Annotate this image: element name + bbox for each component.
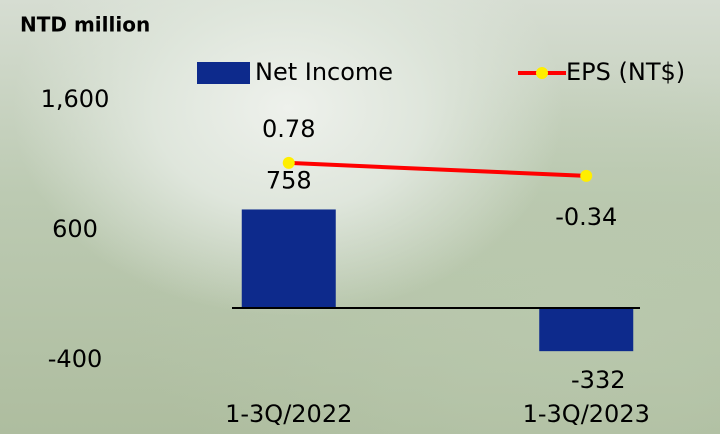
bar	[539, 308, 633, 351]
data-label: -332	[571, 366, 625, 394]
legend-swatch	[197, 62, 250, 84]
data-label: -0.34	[555, 203, 617, 231]
x-tick-label: 1-3Q/2023	[523, 400, 650, 428]
legend-label: EPS (NT$)	[566, 58, 685, 86]
y-axis-label: NTD million	[20, 13, 150, 37]
eps-marker	[580, 170, 592, 182]
legend-label: Net Income	[255, 58, 393, 86]
chart: NTD million 1,600 600 -400 Net Income EPS (N…	[0, 0, 720, 434]
eps-line	[289, 163, 587, 176]
data-label: 0.78	[262, 115, 315, 143]
data-label: 758	[266, 166, 312, 194]
legend-marker	[536, 67, 548, 79]
x-tick-label: 1-3Q/2022	[225, 400, 352, 428]
y-tick-label: 600	[52, 215, 98, 243]
y-tick-label: 1,600	[41, 85, 110, 113]
bar	[242, 209, 336, 308]
y-tick-label: -400	[48, 345, 102, 373]
slide: NTD million 1,600 600 -400 Net Income EPS (N…	[0, 0, 720, 434]
eps-marker	[283, 157, 295, 169]
